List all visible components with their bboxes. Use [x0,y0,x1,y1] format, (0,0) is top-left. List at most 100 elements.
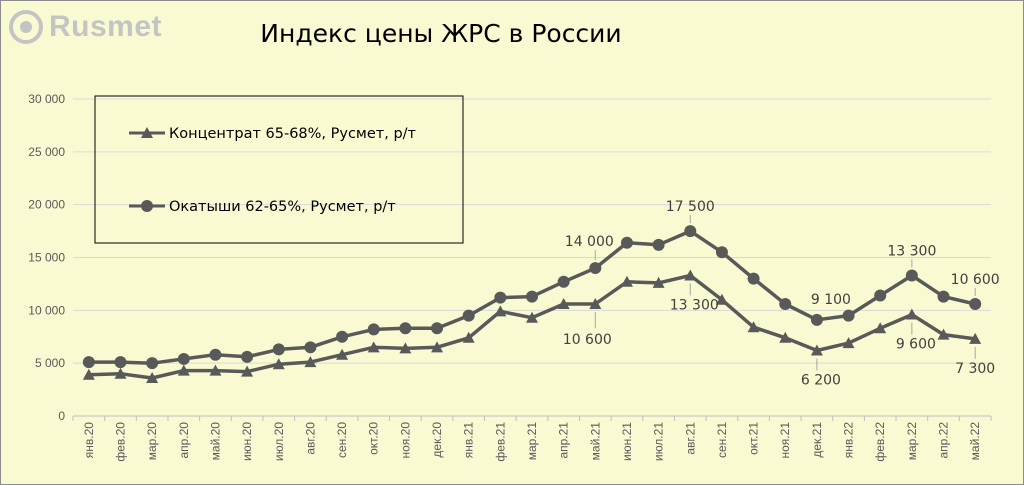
data-point [905,308,918,320]
series-concentrate [82,269,982,383]
data-label: 17 500 [666,199,715,215]
data-point [367,323,380,336]
brand-name: Rusmet [49,10,163,43]
x-tick-label: фев.20 [113,422,127,462]
x-tick-label: фев.22 [873,422,887,462]
x-tick-label: мар.22 [905,422,919,461]
data-point [272,358,285,370]
data-point [146,357,159,370]
x-tick-label: сен.20 [335,422,349,458]
x-tick-label: сен.21 [715,422,729,458]
x-tick-label: авг.20 [303,422,317,455]
data-point [304,356,317,368]
y-tick-label: 15 000 [28,251,65,265]
data-point [82,368,95,380]
data-point [715,246,728,259]
data-point [557,297,570,309]
data-label: 6 200 [801,372,841,388]
data-point [969,297,982,310]
data-point [304,341,317,354]
x-tick-label: июл.21 [652,422,666,461]
x-tick-label: янв.20 [82,422,96,459]
data-point [684,225,697,238]
data-point [937,290,950,303]
x-tick-label: июн.20 [240,422,254,461]
x-tick-label: мар.21 [525,422,539,461]
data-point [905,269,918,282]
x-tick-label: ноя.20 [398,422,412,459]
data-label: 10 600 [563,332,612,348]
gridlines [73,98,991,364]
y-axis: 0 5 000 10 000 15 000 20 000 25 000 30 000 [28,92,65,423]
y-tick-label: 5 000 [35,356,65,370]
legend-label-concentrate: Концентрат 65-68%, Русмет, р/т [169,126,417,142]
data-point [684,269,697,281]
data-label: 10 600 [951,272,1000,288]
y-tick-label: 0 [58,409,65,423]
data-point [494,291,507,304]
x-tick-label: июн.21 [620,422,634,461]
data-point [114,367,127,379]
x-tick-label: ноя.21 [778,422,792,459]
data-point [399,322,412,335]
data-point [874,289,887,302]
data-point [431,322,444,335]
series-layer [82,225,982,383]
data-point [874,322,887,334]
data-point [241,350,254,363]
x-tick-label: авг.21 [683,422,697,455]
x-tick-label: июл.20 [272,422,286,461]
series-pellets [82,225,982,370]
x-tick-label: окт.21 [747,422,761,455]
legend-item-concentrate: Концентрат 65-68%, Русмет, р/т [129,126,417,142]
x-tick-label: дек.20 [430,422,444,458]
data-point [747,321,760,333]
x-tick-label: фев.21 [493,422,507,462]
data-point [82,356,95,369]
data-point [779,297,792,310]
data-point [526,290,538,303]
data-point [462,309,475,322]
data-point [336,348,349,360]
data-point [272,343,285,356]
data-point [114,356,127,369]
data-point [336,330,349,343]
data-point [937,328,950,340]
data-point [494,305,507,317]
x-tick-label: апр.21 [557,422,571,459]
data-point [620,275,633,287]
data-point [526,311,538,323]
data-point [652,276,665,288]
data-point [810,313,823,326]
data-point [146,371,159,383]
data-point [715,293,728,305]
data-point [462,331,475,343]
data-label: 13 300 [887,243,936,259]
data-labels: 14 000 17 500 9 100 13 300 10 600 10 600 13 30… [563,199,1000,388]
data-point [241,365,254,377]
data-point [747,272,760,285]
rusmet-logo-icon [9,10,43,44]
data-point [209,348,222,361]
x-tick-label: окт.20 [367,422,381,455]
legend-circle-marker [141,200,153,212]
data-point [177,352,190,365]
legend-triangle-marker [141,127,153,138]
legend-label-pellets: Окатыши 62-65%, Русмет, р/т [169,199,396,215]
y-tick-label: 20 000 [28,198,65,212]
y-tick-label: 10 000 [28,303,65,317]
x-axis: янв.20 фев.20 мар.20 апр.20 май.20 июн.20 июл.… [72,415,992,462]
data-label: 14 000 [565,234,614,250]
x-tick-label: янв.22 [842,422,856,459]
data-point [589,262,602,275]
legend: Концентрат 65-68%, Русмет, р/т Окатыши 6… [94,95,464,244]
data-point [842,337,855,349]
data-point [589,297,602,309]
data-point [367,341,380,353]
data-label: 9 100 [811,292,851,308]
x-tick-label: апр.20 [177,422,191,459]
x-tick-label: май.22 [968,422,982,461]
data-point [842,309,855,322]
y-tick-label: 25 000 [28,145,65,159]
data-point [810,344,823,356]
